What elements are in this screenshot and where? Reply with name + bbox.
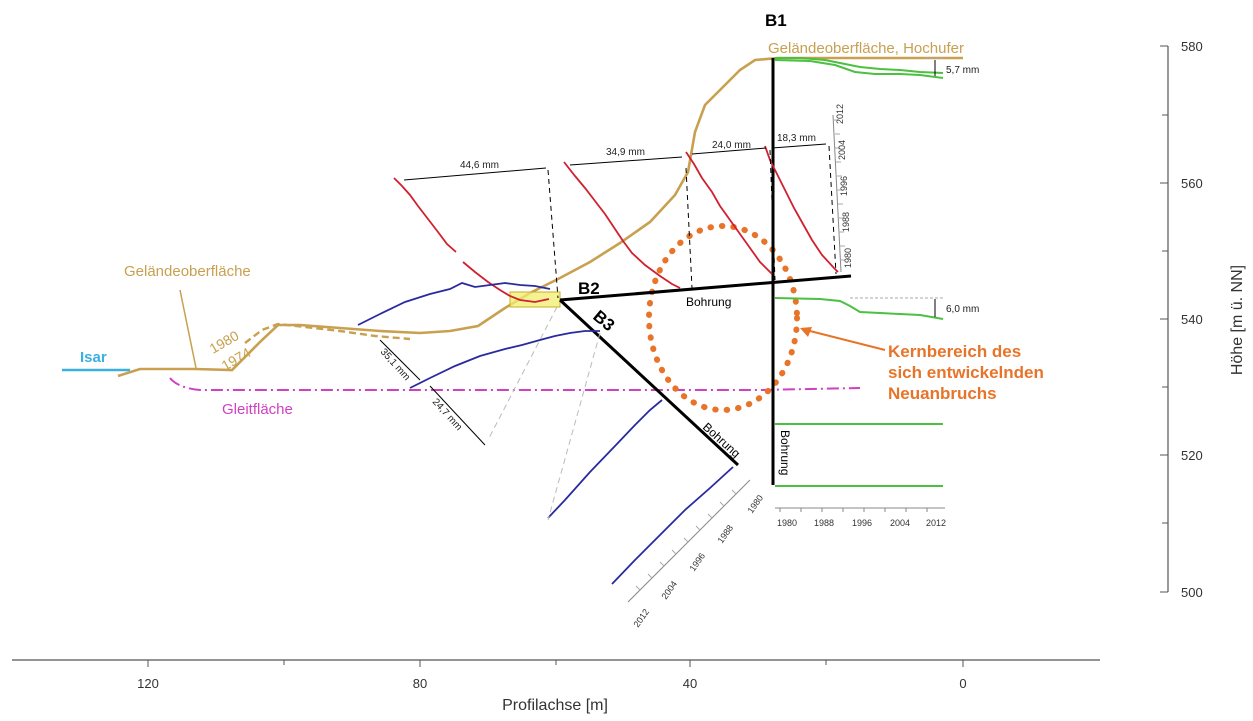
core-zone-label-1: Kernbereich des: [888, 342, 1021, 361]
b1-profile-curve: [774, 297, 944, 320]
b2-profile-curve: [685, 151, 773, 275]
slip-surface-label: Gleitfläche: [222, 401, 293, 418]
dimension-arrow: [403, 167, 547, 181]
measurement-label: 18,3 mm: [777, 133, 816, 144]
y-axis: 580 560 540 520 500 Höhe [m ü. NN]: [1160, 39, 1246, 600]
terrain-label-top: Geländeoberfläche, Hochufer: [768, 40, 964, 57]
y-tick-label: 520: [1181, 448, 1203, 463]
core-zone-arrow: [805, 329, 886, 351]
b3-year-label: 2004: [659, 579, 679, 601]
dimension-arrow: [771, 143, 827, 149]
b1-year-label: 1996: [852, 518, 872, 528]
y-tick-label: 560: [1181, 176, 1203, 191]
b1-year-label: 1988: [814, 518, 834, 528]
slip-surface-line: [169, 377, 861, 391]
b1-year-label: 2004: [890, 518, 910, 528]
x-tick-label: 40: [683, 676, 697, 691]
y-tick-label: 580: [1181, 39, 1203, 54]
b2-year-label: 1980: [843, 248, 853, 268]
b2-year-label: 2012: [835, 104, 845, 124]
measurement-label: 44,6 mm: [460, 160, 499, 171]
measurement-label: 24,0 mm: [712, 140, 751, 151]
b2-profile-curve: [462, 261, 550, 303]
measurement-label: 24,7 mm: [430, 397, 464, 433]
x-axis: 120 80 40 0 Profilachse [m]: [12, 659, 1100, 714]
y-axis-title: Höhe [m ü. NN]: [1229, 265, 1246, 375]
x-tick-label: 120: [137, 676, 159, 691]
b3-profile-curve: [547, 399, 663, 519]
b2-year-label: 2004: [837, 140, 847, 160]
measurement-label: 6,0 mm: [946, 304, 979, 315]
b3-profile-curve: [611, 466, 734, 585]
core-zone-label-2: sich entwickelnden: [888, 363, 1044, 382]
borehole-b1-text: Bohrung: [778, 430, 792, 475]
b1-profile-curve: [774, 59, 944, 79]
b1-year-label: 2012: [926, 518, 946, 528]
b2-time-axis: 1980 1988 1996 2004 2012: [832, 104, 853, 273]
dimension-arrow: [691, 147, 767, 155]
core-zone-arrowhead: [800, 327, 812, 337]
x-tick-label: 0: [959, 676, 966, 691]
b1-time-axis: 1980 1988 1996 2004 2012: [775, 507, 946, 528]
b2-year-label: 1996: [839, 176, 849, 196]
core-zone-label-3: Neuanbruchs: [888, 384, 997, 403]
terrain-surface-line: [117, 56, 963, 378]
b2-displacement-profiles: [393, 145, 839, 303]
x-axis-title: Profilachse [m]: [502, 697, 608, 714]
measurement-label: 34,9 mm: [606, 147, 645, 158]
borehole-b2-text: Bohrung: [686, 295, 731, 309]
x-tick-label: 80: [413, 676, 427, 691]
b1-profile-curve: [775, 57, 944, 74]
terrain-label-leader: [179, 289, 197, 369]
borehole-b3-text: Bohrung: [700, 420, 743, 461]
b3-year-label: 1996: [687, 551, 707, 573]
dimension-arrow: [569, 156, 683, 166]
borehole-b2-line: [559, 274, 852, 302]
b2-year-label: 1988: [841, 212, 851, 232]
isar-label: Isar: [80, 349, 107, 366]
measurement-label: 5,7 mm: [946, 65, 979, 76]
b3-year-label: 2012: [631, 607, 651, 629]
b3-profile-curve: [357, 282, 551, 326]
borehole-b3-line: [558, 298, 740, 467]
b3-profile-curve: [409, 330, 600, 389]
b3-year-label: 1988: [715, 523, 735, 545]
measurement-label: 35,1 mm: [378, 347, 412, 383]
b3-time-axis: 2012 2004 1996 1988 1980: [627, 479, 765, 629]
b2-profile-curve: [764, 145, 839, 273]
b2-profile-curve: [563, 161, 681, 289]
y-tick-label: 500: [1181, 585, 1203, 600]
terrain-label-left: Geländeoberfläche: [124, 263, 251, 280]
dimension-arrow: [379, 339, 421, 381]
borehole-b1-label: B1: [765, 11, 787, 30]
dimension-arrow: [429, 385, 486, 446]
borehole-b2-label: B2: [578, 279, 600, 298]
b2-profile-curve: [393, 177, 457, 253]
b3-year-label: 1980: [745, 493, 765, 515]
b3-displacement-profiles: 35,1 mm 24,7 mm: [357, 282, 734, 585]
b1-year-label: 1980: [777, 518, 797, 528]
b2-measurements: 44,6 mm 34,9 mm 24,0 mm 18,3 mm: [403, 133, 827, 181]
b1-displacement-profiles: 5,7 mm 6,0 mm: [774, 57, 979, 487]
terrain-1980-line: [244, 322, 411, 344]
core-zone-outline: [646, 223, 800, 413]
y-tick-label: 540: [1181, 312, 1203, 327]
